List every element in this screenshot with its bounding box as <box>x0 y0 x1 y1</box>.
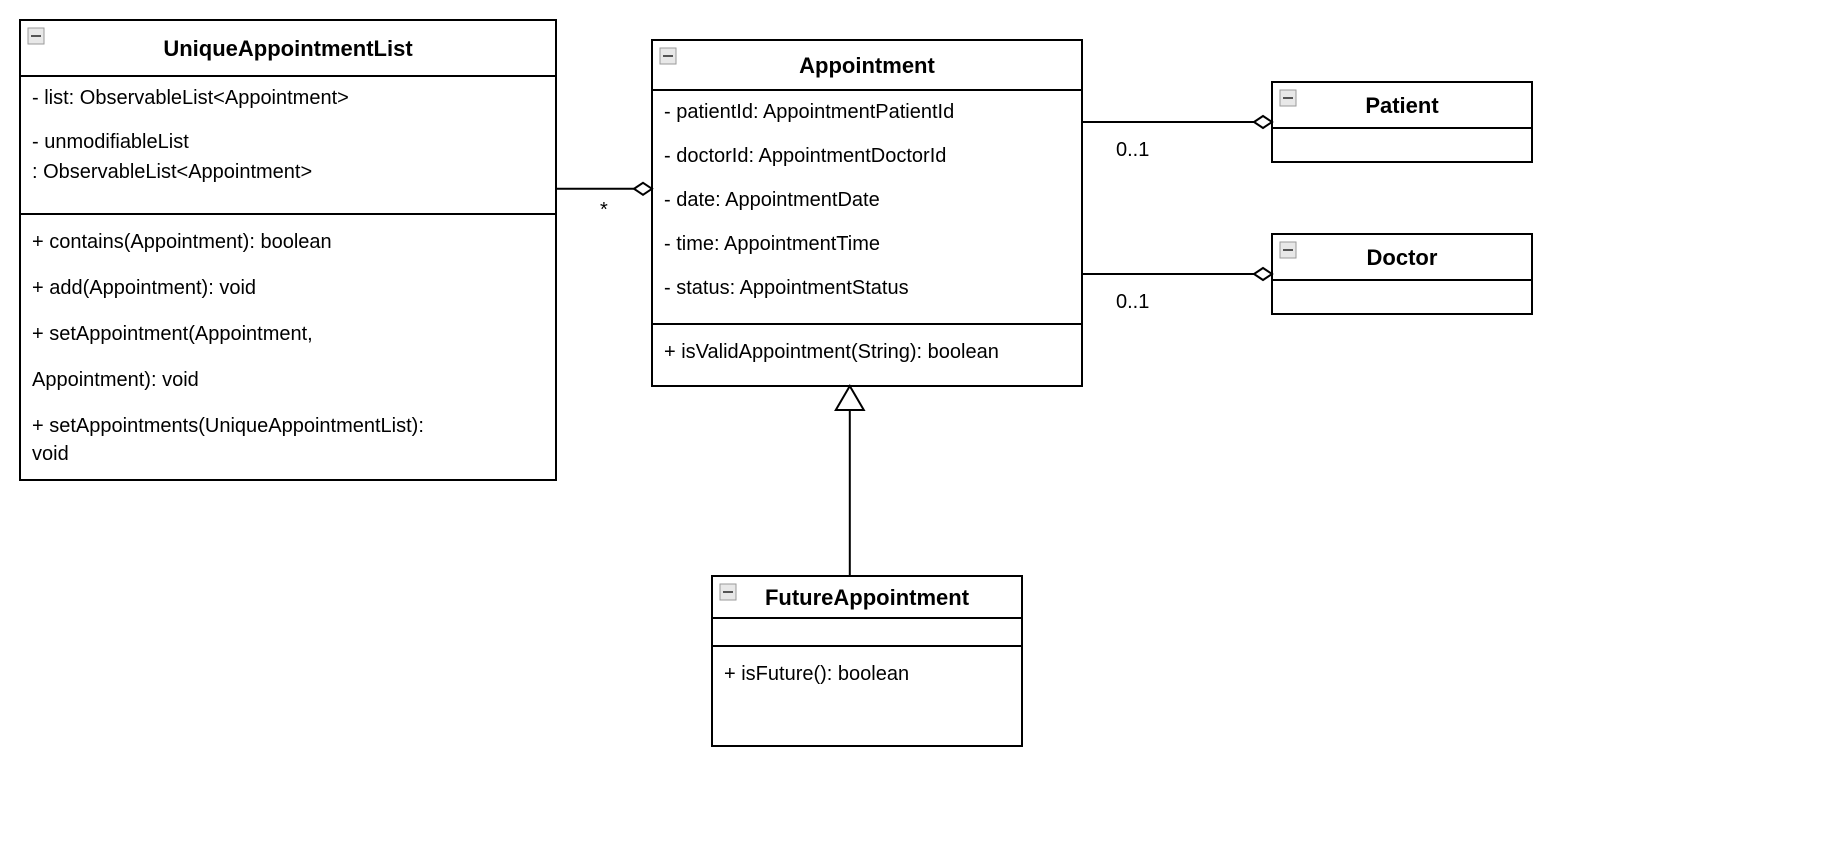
class-attr: : ObservableList<Appointment> <box>32 161 312 183</box>
class-method: + isFuture(): boolean <box>724 663 909 685</box>
class-method: + setAppointment(Appointment, <box>32 323 313 345</box>
class-attr: - list: ObservableList<Appointment> <box>32 87 349 109</box>
class-method: + add(Appointment): void <box>32 277 256 299</box>
class-doctor: Doctor <box>1272 234 1532 314</box>
class-method: void <box>32 443 69 465</box>
class-attr: - patientId: AppointmentPatientId <box>664 101 954 123</box>
class-title: Doctor <box>1367 245 1438 270</box>
multiplicity: 0..1 <box>1116 291 1149 313</box>
class-title: UniqueAppointmentList <box>163 36 413 61</box>
class-appointment: Appointment - patientId: AppointmentPatie… <box>652 40 1082 386</box>
class-futureAppointment: FutureAppointment + isFuture(): boolean <box>712 576 1022 746</box>
class-method: + isValidAppointment(String): boolean <box>664 341 999 363</box>
class-attr: - status: AppointmentStatus <box>664 277 909 299</box>
class-box <box>652 40 1082 386</box>
class-attr: - date: AppointmentDate <box>664 189 880 211</box>
class-title: FutureAppointment <box>765 585 970 610</box>
class-title: Appointment <box>799 53 935 78</box>
class-title: Patient <box>1365 93 1439 118</box>
class-attr: - time: AppointmentTime <box>664 233 880 255</box>
class-method: Appointment): void <box>32 369 199 391</box>
class-patient: Patient <box>1272 82 1532 162</box>
generalization-arrow <box>836 386 864 410</box>
aggregation-diamond <box>1254 268 1272 280</box>
class-attr: - unmodifiableList <box>32 131 189 153</box>
multiplicity: 0..1 <box>1116 139 1149 161</box>
class-method: + setAppointments(UniqueAppointmentList)… <box>32 415 424 437</box>
class-attr: - doctorId: AppointmentDoctorId <box>664 145 946 167</box>
multiplicity: * <box>600 199 608 221</box>
class-method: + contains(Appointment): boolean <box>32 231 332 253</box>
aggregation-diamond <box>1254 116 1272 128</box>
class-uniqueAppointmentList: UniqueAppointmentList - list: ObservableL… <box>20 20 556 480</box>
aggregation-diamond <box>634 183 652 195</box>
